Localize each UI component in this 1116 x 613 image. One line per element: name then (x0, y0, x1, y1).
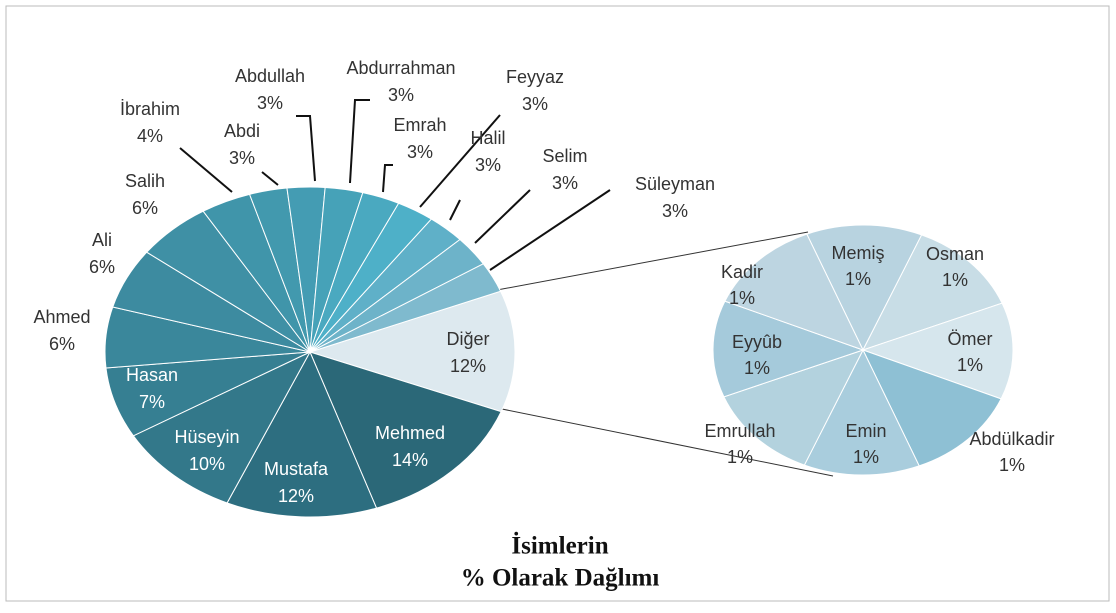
slice-label: Salih (125, 171, 165, 191)
slice-label: Emin (845, 421, 886, 441)
pie-slice (226, 350, 378, 518)
leader-line (419, 114, 501, 208)
slice-label: Mehmed (375, 423, 445, 443)
slice-label: Abdülkadir (969, 429, 1054, 449)
pie-slice (862, 349, 1002, 467)
slice-value-label: 6% (132, 198, 158, 218)
slice-value-label: 14% (392, 450, 428, 470)
leader-line (179, 147, 233, 193)
slice-label: İbrahim (120, 99, 180, 119)
connector-line (496, 231, 809, 291)
slice-value-label: 3% (388, 85, 414, 105)
pie-slice (308, 290, 516, 413)
slice-value-label: 12% (450, 356, 486, 376)
pie-slice (309, 351, 502, 509)
slice-label: Diğer (446, 329, 489, 349)
slice-label: Emrah (393, 115, 446, 135)
leader-line (489, 189, 611, 271)
slice-label: Kadir (721, 262, 763, 282)
slice-value-label: 6% (89, 257, 115, 277)
slice-label: Feyyaz (506, 67, 564, 87)
leader-line (382, 164, 393, 193)
slice-value-label: 1% (942, 270, 968, 290)
slice-label: Abdi (224, 121, 260, 141)
chart-title: İsimlerin (511, 532, 608, 560)
slice-label: Emrullah (704, 421, 775, 441)
slice-label: Süleyman (635, 174, 715, 194)
slice-value-label: 3% (552, 173, 578, 193)
slice-label: Hasan (126, 365, 178, 385)
slice-label: Osman (926, 244, 984, 264)
slice-value-label: 12% (278, 486, 314, 506)
slice-value-label: 3% (257, 93, 283, 113)
slice-label: Ahmed (33, 307, 90, 327)
pie-slice (861, 302, 1014, 400)
slice-value-label: 7% (139, 392, 165, 412)
slice-value-label: 3% (407, 142, 433, 162)
slice-label: Memiş (832, 243, 885, 263)
slice-value-label: 3% (522, 94, 548, 114)
slice-value-label: 4% (137, 126, 163, 146)
pie-slice (132, 350, 312, 504)
slice-value-label: 10% (189, 454, 225, 474)
slice-label: Mustafa (264, 459, 329, 479)
pie-slice (806, 224, 923, 352)
pie-slice (861, 234, 1003, 351)
pie-slice (724, 233, 864, 351)
leader-line (474, 189, 531, 244)
slice-value-label: 3% (662, 201, 688, 221)
slice-value-label: 1% (845, 269, 871, 289)
slice-value-label: 1% (744, 358, 770, 378)
leader-line (449, 199, 461, 221)
leader-line (349, 99, 370, 184)
leader-line (261, 171, 279, 186)
slice-label: Abdurrahman (346, 58, 455, 78)
connector-line (496, 407, 834, 477)
slice-label: Hüseyin (174, 427, 239, 447)
slice-value-label: 1% (853, 447, 879, 467)
pie-slice (803, 348, 920, 476)
slice-value-label: 3% (229, 148, 255, 168)
pie-slice (712, 300, 865, 398)
slice-value-label: 1% (957, 355, 983, 375)
chart-title: % Olarak Dağlımı (461, 565, 660, 592)
slice-label: Ömer (948, 329, 993, 349)
slice-value-label: 1% (729, 288, 755, 308)
slice-label: Eyyûb (732, 332, 782, 352)
pie-slice (309, 263, 502, 353)
slice-label: Abdullah (235, 66, 305, 86)
slice-value-label: 3% (475, 155, 501, 175)
slice-value-label: 1% (999, 455, 1025, 475)
slice-label: Ali (92, 230, 112, 250)
slice-label: Halil (470, 128, 505, 148)
pie-slice (723, 349, 865, 466)
slice-value-label: 6% (49, 334, 75, 354)
leader-line (296, 115, 316, 182)
slice-value-label: 1% (727, 447, 753, 467)
slice-label: Selim (542, 146, 587, 166)
